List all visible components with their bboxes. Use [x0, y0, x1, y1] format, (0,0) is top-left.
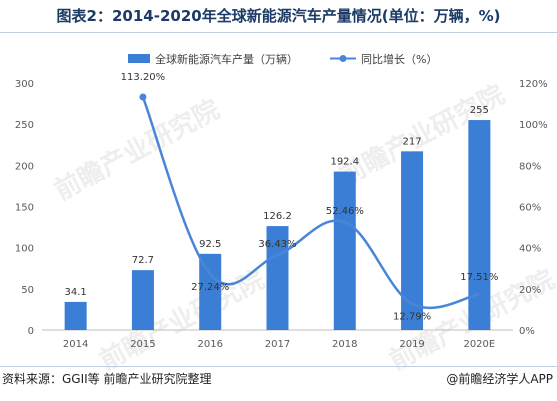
legend-line-marker [339, 55, 347, 62]
growth-value-label: 17.51% [460, 272, 498, 283]
y-right-tick-label: 0% [519, 326, 535, 337]
y-right-tick-label: 20% [519, 285, 541, 296]
x-tick-label: 2017 [265, 339, 290, 350]
bar-value-label: 192.4 [330, 157, 359, 168]
axes: 0 50 100 150 200 250 300 0% 20% 40% 60% 80% 100% 120%… [15, 79, 548, 350]
bar-value-label: 92.5 [199, 239, 221, 250]
y-right-tick-label: 100% [519, 120, 548, 131]
growth-value-label: 36.43% [258, 239, 296, 250]
x-tick-label: 2016 [197, 339, 222, 350]
brand-credit: @前瞻经济学人APP [446, 372, 553, 386]
x-tick-label: 2019 [399, 339, 424, 350]
y-right-tick-label: 60% [519, 203, 541, 214]
chart-title: 图表2：2014-2020年全球新能源汽车产量情况(单位：万辆，%) [56, 7, 501, 25]
growth-value-label: 113.20% [121, 72, 166, 83]
legend-bar-label: 全球新能源汽车产量（万辆） [155, 52, 298, 66]
data-labels: 34.1 72.7 92.5 126.2 192.4 217 255 113.20% 27.24… [65, 72, 499, 323]
y-right-tick-label: 40% [519, 244, 541, 255]
bar-value-label: 126.2 [263, 211, 292, 222]
legend-bar-swatch [128, 54, 150, 63]
footer-divider [0, 366, 557, 367]
y-left-tick-label: 300 [15, 79, 34, 90]
y-left-tick-label: 200 [15, 161, 34, 172]
bar [468, 120, 491, 330]
legend-line-label: 同比增长（%） [361, 52, 437, 66]
chart-canvas: 全球新能源汽车产量（万辆） 同比增长（%） 0501001502002503000… [15, 52, 548, 350]
y-left-tick-label: 100 [15, 244, 34, 255]
y-left-tick-label: 0 [28, 326, 34, 337]
growth-point [139, 93, 147, 101]
bar [199, 253, 222, 330]
y-right-tick-label: 120% [519, 79, 548, 90]
legend: 全球新能源汽车产量（万辆） 同比增长（%） [128, 52, 437, 66]
y-right-tick-label: 80% [519, 161, 541, 172]
x-tick-label: 2015 [130, 339, 155, 350]
x-tick-label: 2020E [463, 339, 495, 350]
y-left-tick-label: 150 [15, 203, 34, 214]
y-left-tick-label: 50 [21, 285, 34, 296]
bar-value-label: 255 [470, 105, 489, 116]
x-tick-label: 2018 [332, 339, 357, 350]
title-divider [0, 32, 557, 33]
bar [131, 270, 154, 330]
bar-value-label: 34.1 [65, 287, 87, 298]
bar [401, 151, 424, 330]
growth-value-label: 12.79% [393, 312, 431, 323]
growth-value-label: 52.46% [326, 206, 364, 217]
source-note: 资料来源：GGII等 前瞻产业研究院整理 [2, 372, 212, 386]
bar [333, 171, 356, 330]
growth-value-label: 27.24% [191, 282, 229, 293]
y-left-tick-label: 250 [15, 120, 34, 131]
bar-value-label: 72.7 [132, 255, 154, 266]
bar-series [64, 120, 491, 330]
growth-line [141, 96, 480, 310]
bar-value-label: 217 [403, 136, 422, 147]
line-series [139, 93, 480, 310]
bar [64, 301, 87, 330]
x-tick-label: 2014 [63, 339, 88, 350]
